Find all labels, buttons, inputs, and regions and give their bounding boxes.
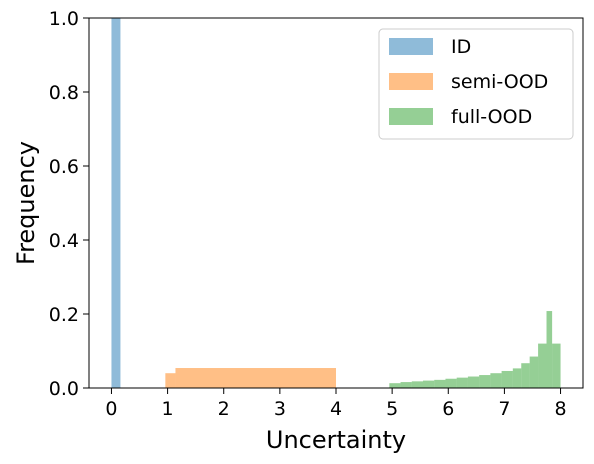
bar-full-ood-8 [479, 375, 491, 388]
legend-swatch-full-ood [389, 108, 433, 125]
bar-full-ood-3 [423, 380, 435, 388]
bar-full-ood-12 [521, 363, 530, 388]
x-tick-label: 1 [162, 398, 174, 420]
x-axis-title: Uncertainty [266, 426, 406, 454]
x-tick-label: 0 [105, 398, 117, 420]
legend-swatch-id [389, 38, 433, 55]
bar-full-ood-0 [389, 383, 401, 388]
bar-id-0 [111, 18, 121, 388]
legend-label-id: ID [451, 36, 471, 58]
x-tick-label: 7 [498, 398, 510, 420]
y-tick-label: 0.0 [49, 378, 79, 400]
bar-full-ood-16 [552, 343, 561, 388]
legend-swatch-semi-ood [389, 73, 433, 90]
bar-full-ood-1 [400, 382, 412, 388]
bar-full-ood-5 [445, 378, 457, 388]
bar-full-ood-14 [538, 343, 547, 388]
x-tick-label: 6 [442, 398, 454, 420]
y-axis-title: Frequency [12, 141, 40, 265]
x-tick-label: 5 [386, 398, 398, 420]
legend-label-full-ood: full-OOD [451, 106, 532, 128]
bar-full-ood-4 [434, 379, 446, 388]
bar-full-ood-13 [529, 356, 539, 388]
y-tick-label: 0.4 [49, 230, 79, 252]
bar-full-ood-11 [512, 368, 522, 388]
x-tick-label: 2 [218, 398, 230, 420]
y-tick-label: 0.8 [49, 82, 79, 104]
y-tick-label: 0.6 [49, 156, 79, 178]
y-tick-label: 0.2 [49, 304, 79, 326]
y-axis-ticks: 0.0 0.2 0.4 0.6 0.8 1.0 [49, 8, 89, 400]
bar-full-ood-10 [501, 370, 513, 388]
x-tick-label: 4 [330, 398, 342, 420]
bar-full-ood-15 [546, 311, 553, 388]
bar-semi-ood-1 [175, 368, 336, 388]
bar-full-ood-2 [411, 381, 424, 388]
legend-entries: ID semi-OOD full-OOD [389, 36, 548, 128]
bar-full-ood-6 [456, 377, 468, 388]
bar-full-ood-9 [490, 373, 502, 388]
x-axis-ticks: 0 1 2 3 4 5 6 7 8 [105, 388, 567, 420]
legend-label-semi-ood: semi-OOD [451, 71, 548, 93]
bar-semi-ood-0 [165, 373, 176, 388]
legend: ID semi-OOD full-OOD [378, 28, 574, 140]
x-tick-label: 8 [554, 398, 566, 420]
bar-full-ood-7 [467, 376, 480, 388]
histogram-bars [111, 18, 561, 388]
x-tick-label: 3 [274, 398, 286, 420]
y-tick-label: 1.0 [49, 8, 79, 30]
